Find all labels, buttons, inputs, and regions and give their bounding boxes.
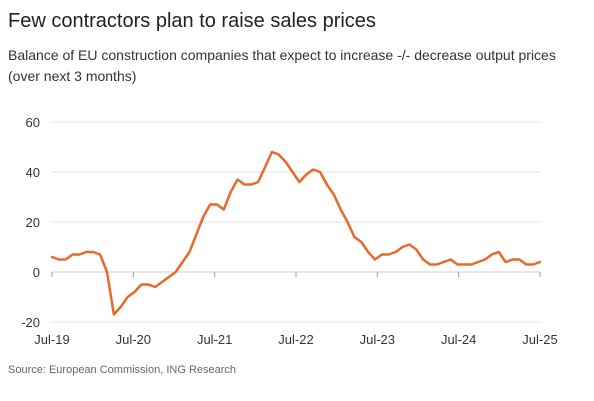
x-tick-label: Jul-20: [116, 332, 151, 347]
chart-subtitle: Balance of EU construction companies tha…: [8, 47, 556, 84]
x-tick-label: Jul-23: [360, 332, 395, 347]
series-line-0: [50, 150, 542, 316]
series-layer: [50, 150, 542, 316]
x-tick-label: Jul-24: [441, 332, 476, 347]
x-axis-ticks: Jul-19 Jul-20 Jul-21 Jul-22 Jul-23 Jul-24 Jul-…: [34, 272, 558, 347]
x-tick-label: Jul-25: [522, 332, 557, 347]
y-axis-ticks: -20 0 20 40 60: [21, 115, 40, 330]
y-tick-label: 40: [26, 165, 40, 180]
y-tick-label: 60: [26, 115, 40, 130]
chart-title: Few contractors plan to raise sales pric…: [8, 10, 376, 32]
x-tick-label: Jul-21: [197, 332, 232, 347]
x-tick-label: Jul-22: [278, 332, 313, 347]
x-tick-label: Jul-19: [34, 332, 69, 347]
gridlines: [52, 121, 540, 323]
y-tick-label: -20: [21, 315, 40, 330]
source-note: Source: European Commission, ING Researc…: [8, 364, 237, 376]
y-tick-label: 20: [26, 215, 40, 230]
y-tick-label: 0: [33, 265, 40, 280]
